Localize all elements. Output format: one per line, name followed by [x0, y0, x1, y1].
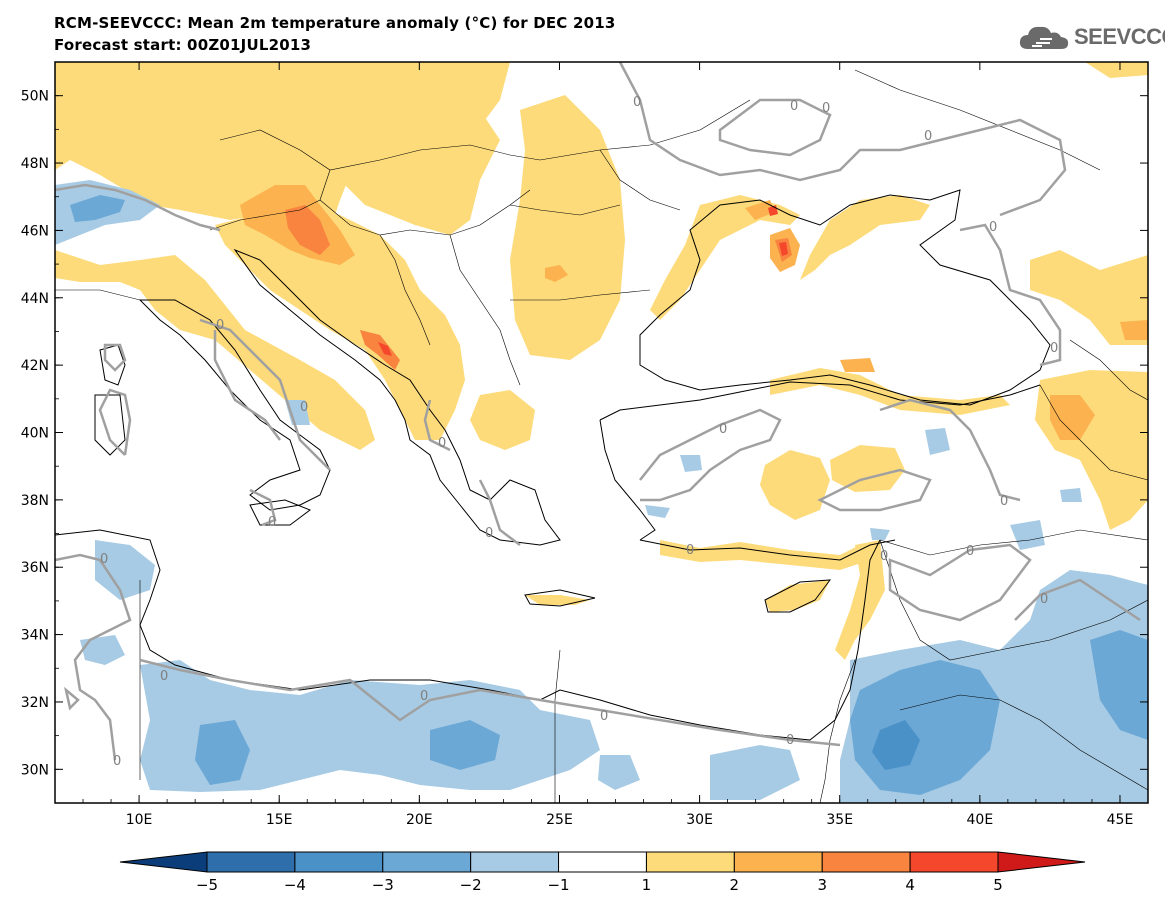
lat-tick-label: 44N [21, 291, 49, 307]
lon-tick-label: 35E [826, 812, 853, 828]
contour-label: 0 [686, 543, 694, 558]
contour-label: 0 [924, 129, 932, 144]
lat-tick-label: 38N [21, 493, 49, 509]
colorbar-min-arrow [119, 851, 208, 873]
contour-label: 0 [1040, 592, 1048, 607]
lat-tick-label: 30N [21, 762, 49, 778]
contour-label: 0 [100, 552, 108, 567]
lat-tick-label: 36N [21, 560, 49, 576]
contour-label: 0 [216, 318, 224, 333]
colorbar-tick-label: −4 [284, 876, 306, 894]
colorbar-bin [733, 851, 823, 873]
colorbar-max-arrow [997, 851, 1086, 873]
contour-label: 0 [268, 515, 276, 530]
forecast-start: Forecast start: 00Z01JUL2013 [54, 36, 312, 54]
contour-label: 0 [719, 422, 727, 437]
contour-label: 0 [420, 689, 428, 704]
contour-label: 0 [786, 733, 794, 748]
colorbar-tick-label: −5 [196, 876, 218, 894]
lat-tick-label: 42N [21, 358, 49, 374]
contour-label: 0 [485, 526, 493, 541]
lat-tick-label: 50N [21, 89, 49, 105]
colorbar: −5 −4 −3 −2 −1 1 2 3 4 5 [119, 851, 1086, 894]
colorbar-tick-label: 2 [730, 876, 740, 894]
colorbar-tick-label: 4 [905, 876, 915, 894]
colorbar-tick-label: −1 [547, 876, 569, 894]
colorbar-bin [558, 851, 647, 873]
shaded-fields [55, 62, 1148, 803]
contour-label: 0 [1000, 494, 1008, 509]
lon-tick-label: 30E [686, 812, 713, 828]
lat-tick-label: 46N [21, 223, 49, 239]
lon-tick-label: 25E [546, 812, 573, 828]
lat-tick-label: 40N [21, 426, 49, 442]
latitude-axis: 50N 48N 46N 44N 42N 40N 38N 36N 34N 32N 30N [21, 89, 1148, 778]
contour-labels: 0 0 0 0 0 0 0 0 0 0 0 0 0 0 0 0 0 0 0 0 … [100, 95, 1058, 769]
contour-label: 0 [600, 709, 608, 724]
contour-label: 0 [160, 669, 168, 684]
colorbar-bin [470, 851, 560, 873]
contour-label: 0 [790, 99, 798, 114]
anomaly-neg3-neg4-areas [872, 720, 920, 770]
colorbar-tick-label: 3 [817, 876, 827, 894]
lon-tick-label: 15E [266, 812, 293, 828]
anomaly-1-2-areas [55, 62, 1148, 660]
colorbar-bin [821, 851, 911, 873]
contour-label: 0 [966, 544, 974, 559]
contour-label: 0 [880, 549, 888, 564]
colorbar-tick-label: −2 [460, 876, 482, 894]
contour-label: 0 [822, 101, 830, 116]
country-borders [55, 69, 1148, 803]
map-title: RCM-SEEVCCC: Mean 2m temperature anomaly… [54, 14, 616, 32]
contour-label: 0 [989, 220, 997, 235]
colorbar-tick-label: −3 [372, 876, 394, 894]
contour-label: 0 [300, 400, 308, 415]
colorbar-bin [645, 851, 735, 873]
contour-label: 0 [113, 754, 121, 769]
colorbar-bin [909, 851, 999, 873]
zero-contours [55, 62, 1141, 761]
contour-label: 0 [633, 95, 641, 110]
colorbar-bin [382, 851, 472, 873]
contour-label: 0 [1050, 341, 1058, 356]
lat-tick-label: 32N [21, 695, 49, 711]
contour-label: 0 [438, 436, 446, 451]
lat-tick-label: 48N [21, 156, 49, 172]
longitude-axis: 10E 15E 20E 25E 30E 35E 40E 45E [82, 62, 1134, 828]
colorbar-bin [206, 851, 296, 873]
lon-tick-label: 10E [126, 812, 153, 828]
lon-tick-label: 20E [406, 812, 433, 828]
cloud-icon [1019, 26, 1069, 49]
lon-tick-label: 40E [967, 812, 994, 828]
lat-tick-label: 34N [21, 628, 49, 644]
colorbar-bin [294, 851, 384, 873]
logo-text: SEEVCCC [1074, 24, 1165, 49]
lon-tick-label: 45E [1107, 812, 1134, 828]
colorbar-tick-label: 5 [993, 876, 1003, 894]
seevccc-logo: SEEVCCC [1018, 22, 1165, 52]
colorbar-tick-label: 1 [642, 876, 652, 894]
